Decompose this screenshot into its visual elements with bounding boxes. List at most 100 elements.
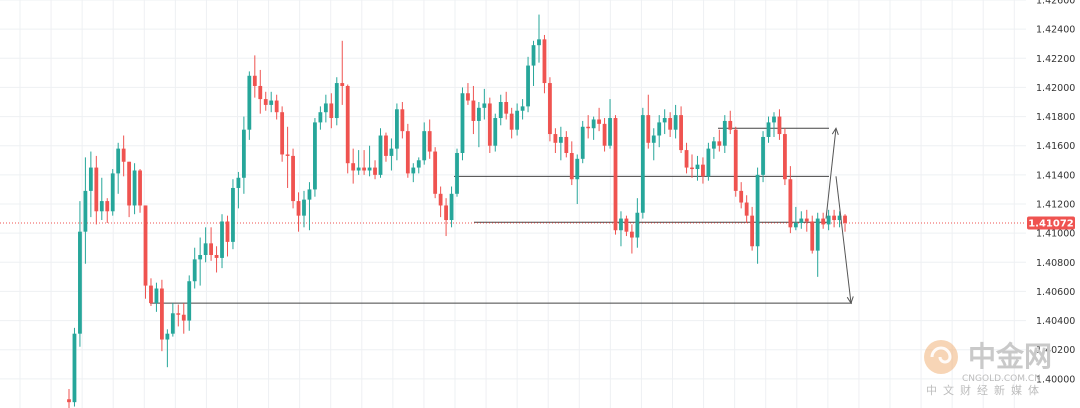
y-tick-label: 1.41000: [1036, 229, 1075, 240]
candle-body: [821, 218, 826, 225]
y-tick-label: 1.40400: [1036, 316, 1075, 327]
candle-body: [690, 167, 694, 170]
candle-body: [449, 193, 454, 221]
candle-body: [181, 314, 186, 321]
candle-body: [476, 107, 481, 121]
y-tick-label: 1.42600: [1036, 0, 1075, 7]
candle-body: [739, 190, 744, 203]
candle-body: [597, 119, 602, 124]
candle-body: [121, 148, 126, 162]
candle-body: [99, 201, 104, 212]
candle-body: [198, 255, 203, 260]
candle-body: [788, 179, 793, 228]
candle-body: [389, 148, 394, 156]
price-axis[interactable]: 1.40000 1.40200 1.40400 1.40600 1.40800 1.410…: [1036, 0, 1075, 385]
candle-body: [815, 218, 820, 251]
candle-body: [438, 193, 443, 206]
candle-body: [280, 112, 285, 155]
candle-body: [433, 151, 438, 194]
candle-body: [318, 112, 323, 123]
candle-body: [313, 122, 317, 190]
candle-body: [160, 288, 164, 340]
candles: [67, 14, 847, 408]
candle-body: [772, 116, 776, 123]
candle-body: [684, 150, 689, 168]
candle-body: [67, 399, 71, 403]
candle-body: [504, 102, 509, 114]
candle-body: [783, 134, 787, 180]
candle-body: [471, 100, 476, 121]
candle-body: [668, 118, 673, 130]
candle-body: [72, 333, 77, 403]
candle-body: [405, 131, 410, 174]
arrow-head-icon: [846, 296, 854, 305]
candle-body: [214, 255, 219, 258]
candle-body: [640, 115, 645, 213]
candle-body: [701, 164, 705, 177]
candle-body: [706, 148, 711, 177]
candle-body: [651, 135, 656, 143]
candle-body: [460, 93, 465, 153]
candle-body: [591, 119, 596, 129]
candle-body: [673, 115, 678, 130]
candle-body: [586, 126, 591, 129]
candle-body: [444, 205, 448, 221]
candle-body: [345, 85, 350, 164]
candle-body: [531, 45, 536, 66]
candle-body: [695, 164, 700, 170]
candle-body: [296, 201, 301, 216]
candle-body: [799, 218, 804, 223]
candle-body: [241, 129, 246, 178]
watermark-logo-swirl: [930, 346, 952, 364]
candle-body: [793, 222, 798, 228]
candle-body: [340, 83, 345, 86]
candle-body: [395, 109, 399, 149]
candle-body: [629, 231, 634, 238]
candle-body: [810, 221, 815, 251]
candle-body: [94, 167, 99, 212]
candle-body: [619, 218, 623, 231]
candle-body: [323, 103, 328, 113]
candle-body: [717, 141, 722, 146]
candle-body: [225, 221, 230, 242]
candle-body: [493, 118, 498, 146]
candle-body: [804, 218, 809, 222]
y-tick-label: 1.41400: [1036, 170, 1075, 181]
candle-body: [209, 243, 213, 255]
candle-body: [116, 148, 121, 174]
candle-body: [482, 103, 487, 108]
candle-body: [88, 167, 93, 191]
candle-body: [192, 259, 197, 282]
projection-arrow: [825, 128, 837, 219]
candle-body: [411, 167, 416, 174]
candle-body: [143, 205, 148, 286]
last-price-tag-background: [1027, 216, 1075, 230]
watermark-domain: CNGOLD.COM.CN: [962, 374, 1041, 384]
candle-body: [170, 313, 175, 334]
candle-body: [269, 100, 274, 105]
candle-body: [427, 131, 432, 152]
candle-body: [455, 153, 459, 194]
watermark-subtitle: 中文财经新媒体: [926, 383, 1045, 397]
candle-body: [127, 161, 132, 206]
candle-body: [711, 141, 716, 149]
candle-body: [750, 215, 755, 247]
last-price-tag: 1.41072: [1027, 216, 1075, 230]
candle-body: [416, 160, 421, 168]
candle-body: [258, 85, 263, 100]
arrow-head-icon: [831, 127, 839, 135]
candle-body: [291, 155, 295, 202]
candle-body: [526, 65, 530, 107]
y-tick-label: 1.42400: [1036, 25, 1075, 36]
candle-body: [378, 135, 383, 175]
candle-body: [400, 109, 405, 132]
candle-body: [624, 218, 629, 232]
y-tick-label: 1.41800: [1036, 112, 1075, 123]
candle-body: [580, 126, 585, 159]
candle-body: [373, 167, 377, 175]
candle-body: [777, 116, 782, 135]
candle-body: [613, 118, 618, 231]
candle-body: [334, 83, 339, 119]
candle-body: [110, 173, 115, 212]
candle-body: [351, 163, 356, 171]
